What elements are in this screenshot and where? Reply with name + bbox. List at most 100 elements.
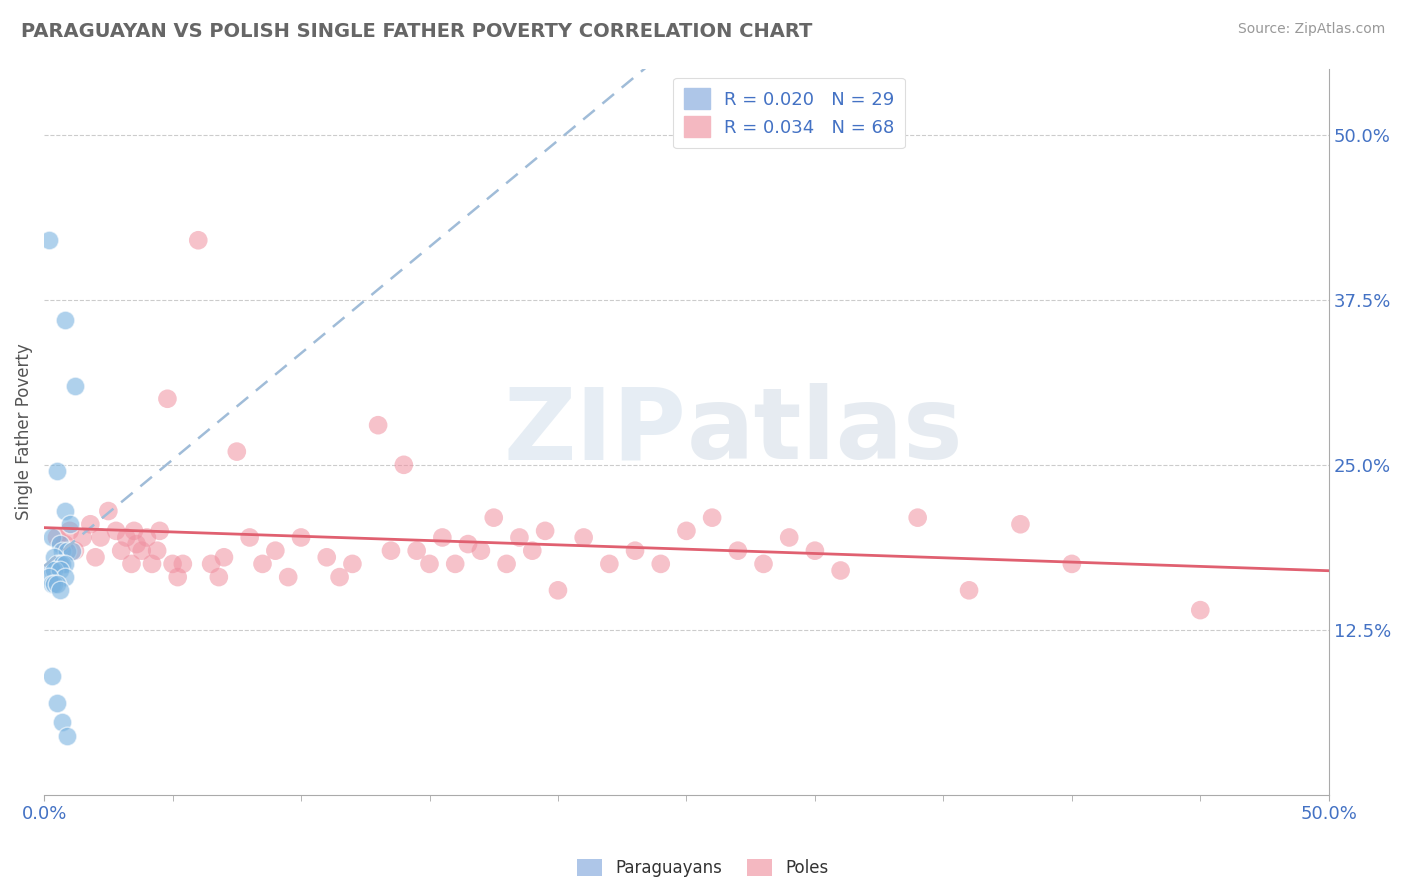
Point	[342, 557, 364, 571]
Point	[200, 557, 222, 571]
Point	[121, 557, 143, 571]
Point	[675, 524, 697, 538]
Point	[156, 392, 179, 406]
Point	[63, 543, 86, 558]
Point	[38, 233, 60, 247]
Point	[367, 418, 389, 433]
Text: atlas: atlas	[686, 384, 963, 480]
Point	[907, 510, 929, 524]
Point	[572, 531, 595, 545]
Point	[418, 557, 440, 571]
Point	[60, 543, 83, 558]
Point	[59, 524, 82, 538]
Legend: R = 0.020   N = 29, R = 0.034   N = 68: R = 0.020 N = 29, R = 0.034 N = 68	[673, 78, 905, 148]
Point	[48, 583, 70, 598]
Point	[53, 557, 76, 571]
Text: Source: ZipAtlas.com: Source: ZipAtlas.com	[1237, 22, 1385, 37]
Point	[315, 550, 337, 565]
Point	[252, 557, 274, 571]
Point	[495, 557, 517, 571]
Text: ZIP: ZIP	[503, 384, 686, 480]
Point	[727, 543, 749, 558]
Point	[522, 543, 544, 558]
Point	[46, 464, 69, 478]
Point	[135, 531, 157, 545]
Point	[380, 543, 402, 558]
Point	[79, 517, 101, 532]
Point	[53, 537, 76, 551]
Point	[44, 576, 66, 591]
Point	[90, 531, 112, 545]
Point	[56, 543, 79, 558]
Point	[53, 504, 76, 518]
Point	[405, 543, 427, 558]
Point	[41, 576, 63, 591]
Point	[53, 312, 76, 326]
Point	[432, 531, 454, 545]
Point	[72, 531, 94, 545]
Point	[470, 543, 492, 558]
Point	[534, 524, 557, 538]
Point	[392, 458, 415, 472]
Point	[650, 557, 672, 571]
Point	[1189, 603, 1212, 617]
Point	[957, 583, 980, 598]
Point	[110, 543, 132, 558]
Point	[166, 570, 188, 584]
Point	[187, 233, 209, 247]
Point	[44, 550, 66, 565]
Y-axis label: Single Father Poverty: Single Father Poverty	[15, 343, 32, 520]
Point	[172, 557, 194, 571]
Point	[41, 564, 63, 578]
Point	[44, 564, 66, 578]
Point	[804, 543, 827, 558]
Point	[46, 557, 69, 571]
Point	[105, 524, 128, 538]
Point	[149, 524, 172, 538]
Point	[48, 564, 70, 578]
Point	[115, 531, 138, 545]
Point	[277, 570, 299, 584]
Point	[162, 557, 184, 571]
Point	[51, 557, 73, 571]
Point	[547, 583, 569, 598]
Point	[46, 531, 69, 545]
Point	[830, 564, 852, 578]
Point	[38, 570, 60, 584]
Point	[122, 524, 145, 538]
Point	[141, 557, 163, 571]
Point	[56, 729, 79, 743]
Legend: Paraguayans, Poles: Paraguayans, Poles	[571, 852, 835, 884]
Point	[51, 543, 73, 558]
Point	[1060, 557, 1083, 571]
Point	[63, 378, 86, 392]
Point	[444, 557, 467, 571]
Point	[700, 510, 723, 524]
Point	[624, 543, 647, 558]
Point	[53, 570, 76, 584]
Point	[457, 537, 479, 551]
Point	[97, 504, 120, 518]
Point	[329, 570, 352, 584]
Point	[48, 557, 70, 571]
Point	[48, 537, 70, 551]
Point	[131, 543, 153, 558]
Point	[212, 550, 235, 565]
Point	[264, 543, 287, 558]
Point	[208, 570, 231, 584]
Point	[46, 576, 69, 591]
Point	[41, 669, 63, 683]
Point	[225, 444, 247, 458]
Point	[146, 543, 169, 558]
Point	[125, 537, 148, 551]
Point	[290, 531, 312, 545]
Text: PARAGUAYAN VS POLISH SINGLE FATHER POVERTY CORRELATION CHART: PARAGUAYAN VS POLISH SINGLE FATHER POVER…	[21, 22, 813, 41]
Point	[598, 557, 620, 571]
Point	[752, 557, 775, 571]
Point	[46, 696, 69, 710]
Point	[508, 531, 530, 545]
Point	[41, 531, 63, 545]
Point	[778, 531, 800, 545]
Point	[1010, 517, 1032, 532]
Point	[84, 550, 107, 565]
